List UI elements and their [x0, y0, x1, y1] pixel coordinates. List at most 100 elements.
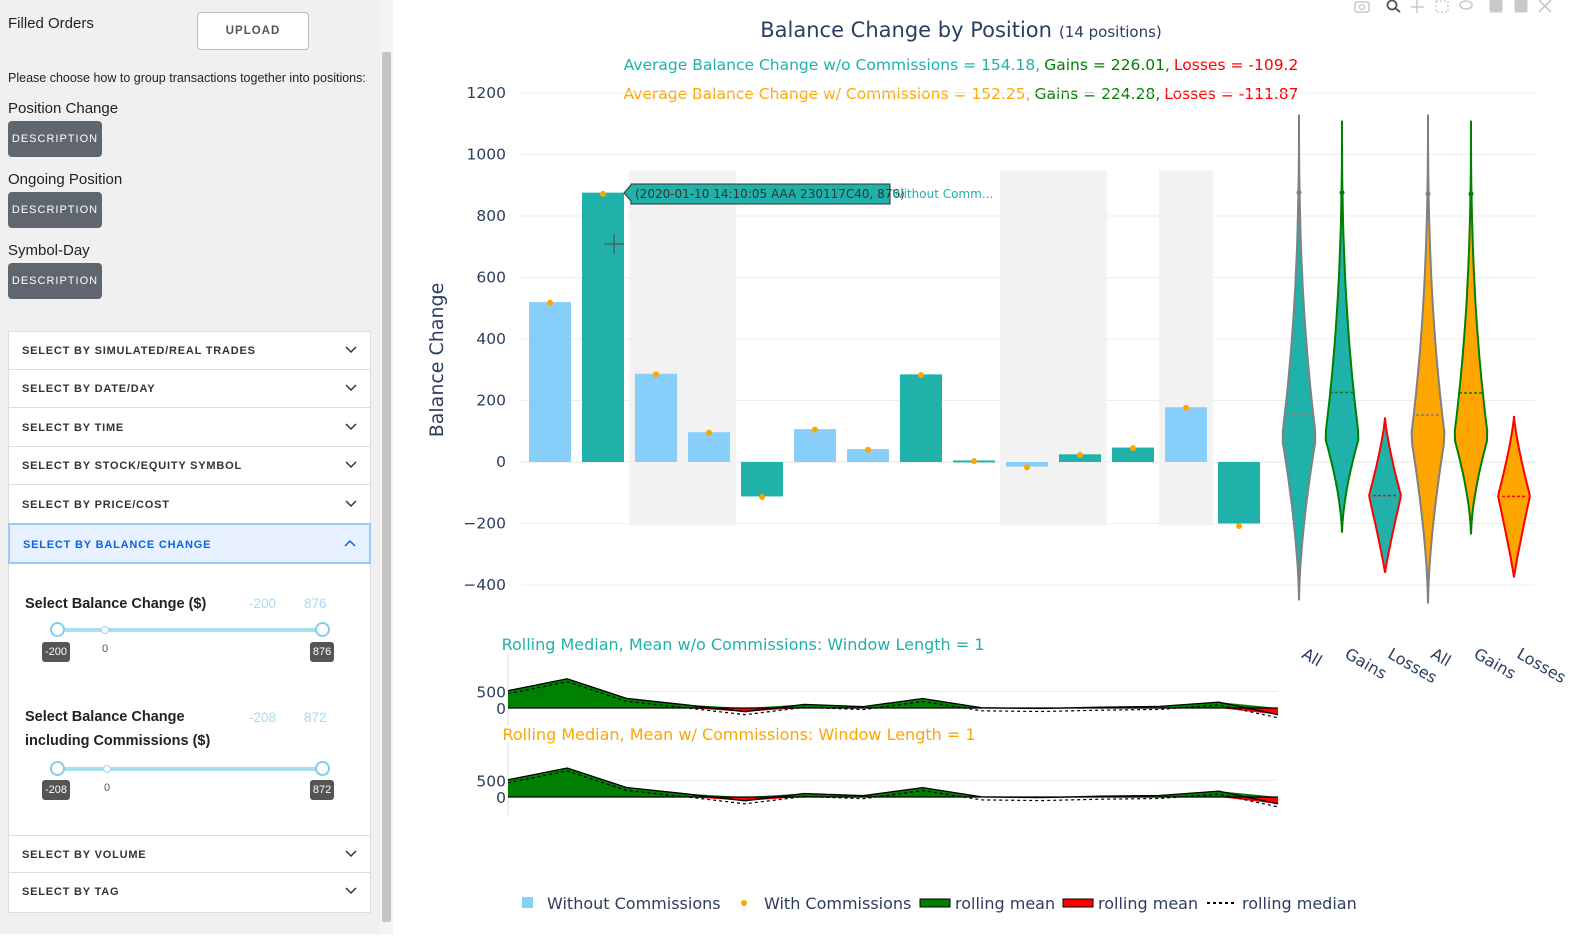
rolling-title-without-commissions: Rolling Median, Mean w/o Commissions: Wi…	[502, 635, 985, 654]
crosshair-cursor	[604, 234, 624, 254]
balance-slider-title: Select Balance Change ($)	[25, 596, 207, 612]
violin-label: Gains	[1471, 644, 1520, 683]
shaded-region	[1159, 170, 1213, 526]
chevron-down-icon	[345, 423, 357, 431]
violin-label: Gains	[1342, 644, 1391, 683]
rolling-tick-label: 0	[496, 700, 506, 718]
legend-swatch-without-commissions[interactable]	[522, 897, 533, 908]
with-commissions-marker	[1236, 522, 1242, 529]
accordion-simulated-real[interactable]: SELECT BY SIMULATED/REAL TRADES	[9, 332, 370, 370]
commission-slider-high-tooltip: 872	[310, 780, 334, 800]
zoom-out-icon[interactable]	[1514, 0, 1528, 13]
balance-slider-low-handle[interactable]	[50, 622, 65, 637]
autoscale-icon[interactable]	[1538, 0, 1552, 13]
with-commissions-marker	[1024, 464, 1030, 471]
y-tick-label: −200	[463, 515, 506, 533]
ongoing-position-description-button[interactable]: DESCRIPTION	[8, 192, 102, 228]
lasso-icon[interactable]	[1459, 0, 1473, 10]
balance-slider-zero-label: 0	[102, 643, 109, 655]
violin-label: Losses	[1514, 644, 1570, 687]
commission-slider-track[interactable]	[56, 767, 322, 771]
bar	[1112, 447, 1154, 462]
accordion-symbol[interactable]: SELECT BY STOCK/EQUITY SYMBOL	[9, 447, 370, 485]
bar	[847, 449, 889, 462]
legend-rolling-mean-loss[interactable]: rolling mean	[1098, 894, 1198, 913]
zoom-in-icon[interactable]	[1489, 0, 1503, 13]
with-commissions-marker	[653, 371, 659, 378]
balance-slider-low-tooltip: -200	[42, 642, 70, 662]
commission-slider-low-handle[interactable]	[50, 761, 65, 776]
with-commissions-marker	[812, 426, 818, 433]
chevron-down-icon	[345, 384, 357, 392]
commission-slider-max-input[interactable]: 872	[304, 710, 327, 725]
violin-label: All	[1299, 644, 1326, 670]
bar	[1059, 454, 1101, 462]
bar	[900, 374, 942, 462]
y-tick-label: 400	[476, 330, 506, 348]
bar	[635, 373, 677, 462]
commission-slider-zero-label: 0	[104, 782, 111, 794]
bar	[794, 429, 836, 462]
balance-slider-high-tooltip: 876	[310, 642, 334, 662]
grouping-label-position-change: Position Change	[8, 100, 119, 117]
legend-swatch-with-commissions[interactable]	[741, 900, 747, 906]
bar	[688, 432, 730, 462]
accordion-price-cost[interactable]: SELECT BY PRICE/COST	[9, 486, 370, 524]
rolling-mean-line	[507, 767, 1279, 805]
rolling-tick-label: 500	[476, 772, 506, 790]
legend-rolling-median[interactable]: rolling median	[1242, 894, 1357, 913]
accordion-label: SELECT BY TIME	[22, 422, 125, 434]
accordion-balance-change[interactable]: SELECT BY BALANCE CHANGE	[8, 523, 371, 564]
sidebar-scrollbar-thumb[interactable]	[382, 52, 391, 922]
legend-with-commissions[interactable]: With Commissions	[764, 894, 911, 913]
legend-swatch-rolling-mean-loss[interactable]	[1062, 898, 1094, 908]
with-commissions-markers	[547, 190, 1242, 529]
bar	[1218, 462, 1260, 524]
accordion-volume[interactable]: SELECT BY VOLUME	[9, 835, 370, 873]
legend-without-commissions[interactable]: Without Commissions	[547, 894, 721, 913]
zoom-icon[interactable]	[1386, 0, 1401, 13]
subtitle-with-commissions: Average Balance Change w/ Commissions = …	[623, 85, 1298, 103]
tooltip-series: Without Comm...	[892, 187, 993, 201]
balance-slider-track[interactable]	[56, 628, 322, 632]
y-axis-ticks: 1200 1000 800 600 400 200 0 −200 −400	[463, 84, 506, 594]
sidebar: Filled Orders UPLOAD Please choose how t…	[0, 0, 393, 934]
with-commissions-marker	[547, 299, 553, 306]
commission-slider-zero-mark	[103, 765, 111, 773]
box-select-icon[interactable]	[1435, 0, 1449, 13]
violin-marker	[1468, 191, 1474, 197]
balance-slider-high-handle[interactable]	[315, 622, 330, 637]
rolling-gain-area	[508, 768, 1278, 797]
bar	[741, 462, 783, 497]
rolling-tick-label: 0	[496, 789, 506, 807]
bar	[582, 192, 624, 462]
accordion-tag[interactable]: SELECT BY TAG	[9, 873, 370, 911]
accordion-time[interactable]: SELECT BY TIME	[9, 409, 370, 447]
accordion-date-day[interactable]: SELECT BY DATE/DAY	[9, 370, 370, 408]
legend-swatch-rolling-mean-gain[interactable]	[919, 898, 951, 908]
accordion-label: SELECT BY SIMULATED/REAL TRADES	[22, 345, 256, 357]
pan-icon[interactable]	[1411, 0, 1424, 13]
shaded-regions	[629, 170, 1213, 526]
y-tick-label: 600	[476, 269, 506, 287]
chevron-up-icon	[344, 539, 356, 547]
position-change-description-button[interactable]: DESCRIPTION	[8, 121, 102, 157]
balance-slider-max-input[interactable]: 876	[304, 596, 327, 611]
y-axis-label: Balance Change	[426, 283, 448, 438]
symbol-day-description-button[interactable]: DESCRIPTION	[8, 263, 102, 299]
camera-icon[interactable]	[1354, 1, 1370, 13]
with-commissions-marker	[759, 494, 765, 501]
balance-slider-min-input[interactable]: -200	[249, 596, 277, 611]
commission-slider-min-input[interactable]: -208	[249, 710, 277, 725]
bar	[1165, 407, 1207, 462]
bar	[529, 302, 571, 462]
y-tick-label: −400	[463, 576, 506, 594]
upload-button[interactable]: UPLOAD	[197, 12, 309, 50]
with-commissions-marker	[1183, 404, 1189, 411]
commission-slider-title-line2: including Commissions ($)	[25, 733, 211, 749]
filter-accordion: SELECT BY SIMULATED/REAL TRADES SELECT B…	[8, 331, 371, 913]
legend-rolling-mean-gain[interactable]: rolling mean	[955, 894, 1055, 913]
commission-slider-high-handle[interactable]	[315, 761, 330, 776]
